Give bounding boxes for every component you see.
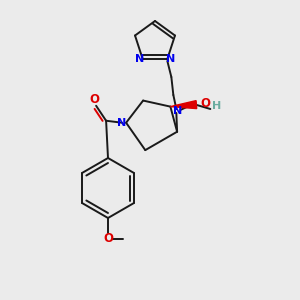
Text: O: O bbox=[103, 232, 113, 245]
Text: N: N bbox=[118, 118, 127, 128]
Text: H: H bbox=[212, 100, 221, 111]
Text: N: N bbox=[135, 54, 144, 64]
Text: O: O bbox=[200, 97, 210, 110]
Text: N: N bbox=[166, 54, 175, 64]
Text: N: N bbox=[173, 106, 182, 116]
Polygon shape bbox=[170, 100, 197, 109]
Text: O: O bbox=[89, 93, 99, 106]
